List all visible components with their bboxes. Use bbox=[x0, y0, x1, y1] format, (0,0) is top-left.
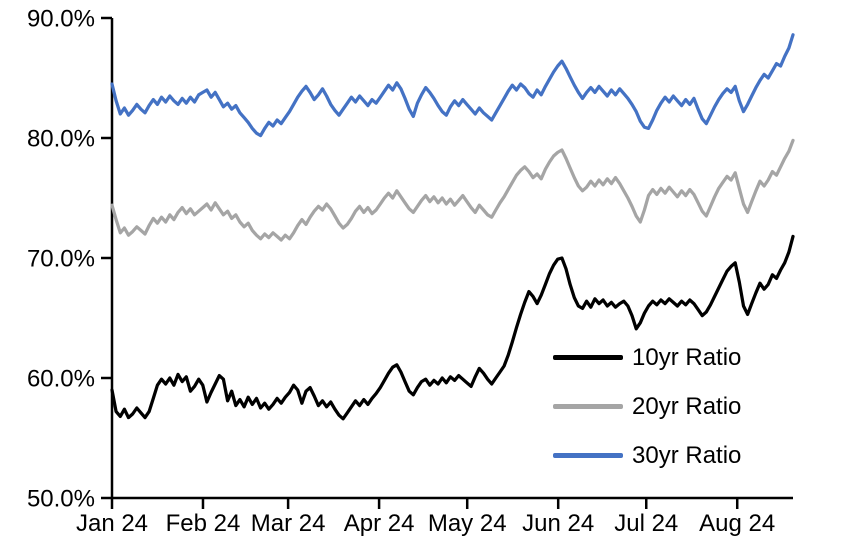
legend-swatch-30yr-ratio bbox=[553, 453, 623, 458]
legend-row-20yr-ratio: 20yr Ratio bbox=[553, 382, 741, 431]
legend-label-20yr-ratio: 20yr Ratio bbox=[632, 392, 742, 420]
series-line-20yr-ratio bbox=[110, 138, 795, 242]
y-axis-tick-label: 90.0% bbox=[27, 5, 95, 32]
x-axis-tick-label: May 24 bbox=[428, 510, 507, 537]
x-axis-tick-label: Feb 24 bbox=[166, 510, 241, 537]
x-axis-tick-label: Jan 24 bbox=[76, 510, 148, 537]
x-axis-tick-label: Aug 24 bbox=[699, 510, 775, 537]
legend-swatch-20yr-ratio bbox=[553, 404, 623, 409]
legend-row-10yr-ratio: 10yr Ratio bbox=[553, 333, 741, 382]
y-axis-tick-label: 80.0% bbox=[27, 125, 95, 152]
series-line-30yr-ratio bbox=[110, 33, 795, 138]
x-axis-tick-label: Apr 24 bbox=[344, 510, 415, 537]
series-line-10yr-ratio bbox=[110, 234, 795, 421]
legend-label-10yr-ratio: 10yr Ratio bbox=[632, 343, 742, 371]
y-axis-tick-label: 60.0% bbox=[27, 365, 95, 392]
y-axis-tick-label: 50.0% bbox=[27, 485, 95, 512]
legend-swatch-10yr-ratio bbox=[553, 355, 623, 360]
legend: 10yr Ratio 20yr Ratio 30yr Ratio bbox=[553, 333, 741, 480]
y-axis-tick-label: 70.0% bbox=[27, 245, 95, 272]
legend-label-30yr-ratio: 30yr Ratio bbox=[632, 441, 742, 469]
x-axis-tick-label: Jun 24 bbox=[522, 510, 594, 537]
x-axis-tick-label: Jul 24 bbox=[614, 510, 678, 537]
legend-row-30yr-ratio: 30yr Ratio bbox=[553, 431, 741, 480]
x-axis-tick-label: Mar 24 bbox=[251, 510, 326, 537]
